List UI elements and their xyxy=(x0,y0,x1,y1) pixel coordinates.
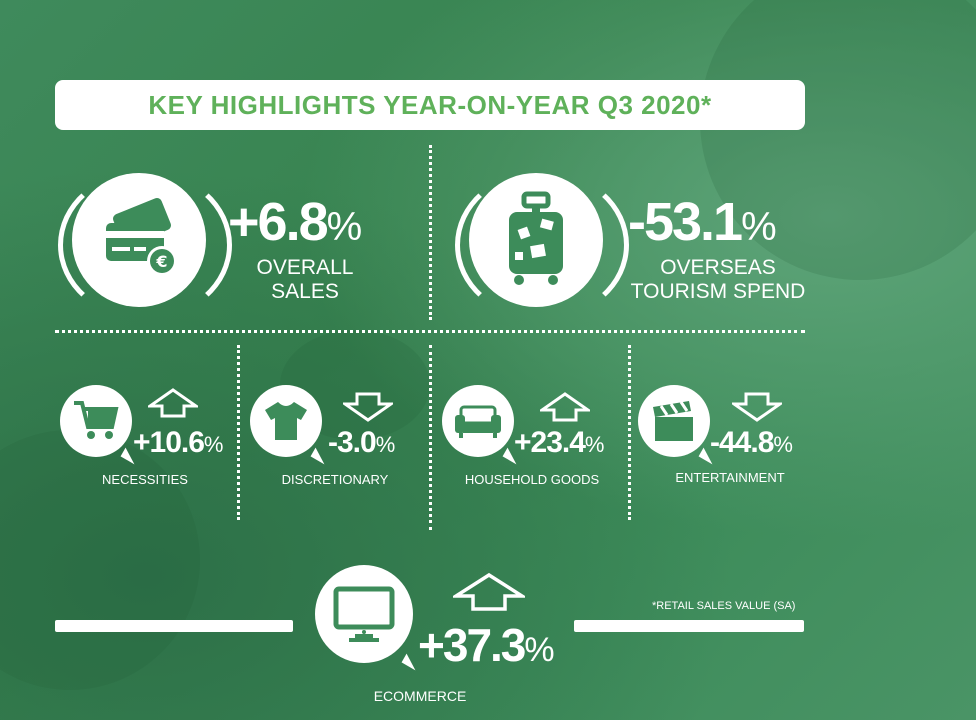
arrow-up-icon xyxy=(148,388,198,418)
overall-sales-value: +6.8% xyxy=(228,192,363,252)
divider xyxy=(429,345,432,530)
monitor-icon xyxy=(315,565,413,663)
divider xyxy=(237,345,240,520)
bracket-left xyxy=(58,170,228,320)
credit-card-euro-icon: € xyxy=(72,173,206,307)
luggage-icon xyxy=(469,173,603,307)
overseas-value: -53.1% xyxy=(628,192,777,252)
title-bar: KEY HIGHLIGHTS YEAR-ON-YEAR Q3 2020* xyxy=(55,80,805,130)
household-label: HOUSEHOLD GOODS xyxy=(464,472,600,487)
divider xyxy=(429,145,432,320)
bar-left xyxy=(55,620,293,632)
arrow-up-icon xyxy=(453,572,525,611)
bracket-right xyxy=(62,170,232,320)
page-title: KEY HIGHLIGHTS YEAR-ON-YEAR Q3 2020* xyxy=(148,89,712,120)
svg-text:€: € xyxy=(155,252,167,271)
bar-right xyxy=(574,620,804,632)
arrow-up-icon xyxy=(540,392,590,422)
bracket-right xyxy=(459,170,629,320)
discretionary-value: -3.0% xyxy=(328,426,396,459)
sofa-icon xyxy=(442,385,514,457)
household-value: +23.4% xyxy=(514,426,605,459)
arrow-down-icon xyxy=(343,392,393,422)
divider xyxy=(628,345,631,520)
necessities-label: NECESSITIES xyxy=(102,472,188,487)
discretionary-label: DISCRETIONARY xyxy=(281,472,389,487)
overseas-label: OVERSEAS TOURISM SPEND xyxy=(630,256,806,303)
bg-decoration xyxy=(0,430,200,690)
arrow-down-icon xyxy=(732,392,782,422)
footnote: *RETAIL SALES VALUE (SA) xyxy=(652,600,796,612)
overall-sales-label: OVERALL SALES xyxy=(256,256,354,303)
shopping-cart-icon xyxy=(60,385,132,457)
divider xyxy=(55,330,805,333)
ecommerce-label: ECOMMERCE xyxy=(373,688,467,704)
t-shirt-icon xyxy=(250,385,322,457)
entertainment-label: ENTERTAINMENT xyxy=(675,470,785,485)
bracket-left xyxy=(455,170,625,320)
necessities-value: +10.6% xyxy=(133,426,224,459)
ecommerce-value: +37.3% xyxy=(418,619,555,671)
entertainment-value: -44.8% xyxy=(710,426,793,459)
clapperboard-icon xyxy=(638,385,710,457)
